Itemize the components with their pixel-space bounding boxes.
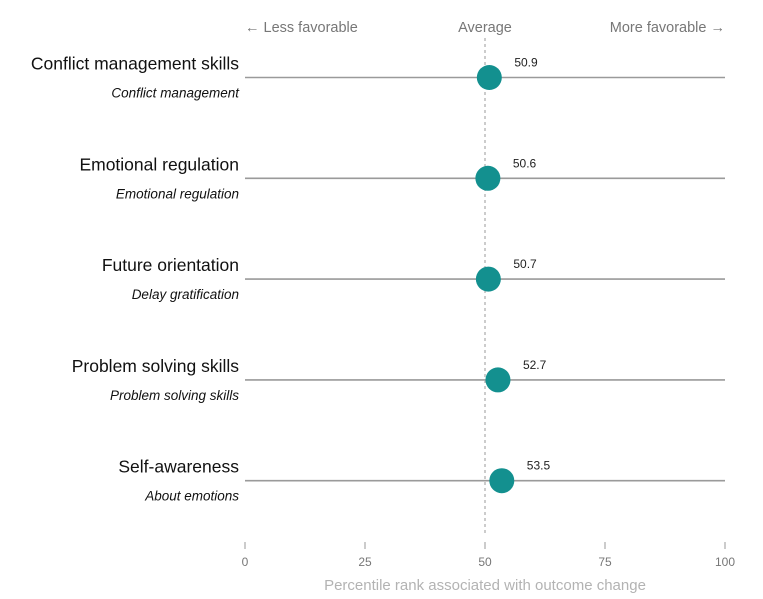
data-label: 50.7 xyxy=(513,257,537,271)
x-tick-label: 25 xyxy=(358,555,372,569)
category-label: Problem solving skills xyxy=(72,356,240,376)
subcategory-label: Delay gratification xyxy=(132,287,239,302)
category-label: Emotional regulation xyxy=(79,154,239,174)
chart-header: ← Less favorable Average More favorable … xyxy=(245,20,725,36)
data-point xyxy=(476,65,502,90)
average-label: Average xyxy=(458,20,512,36)
subcategory-label: About emotions xyxy=(144,489,239,504)
data-point xyxy=(485,367,511,393)
data-label: 50.6 xyxy=(513,156,537,170)
data-point xyxy=(475,266,501,292)
x-tick-label: 0 xyxy=(242,555,249,569)
data-label: 52.7 xyxy=(523,358,547,372)
subcategory-label: Conflict management xyxy=(111,86,240,101)
data-label: 50.9 xyxy=(514,56,538,70)
x-tick-label: 75 xyxy=(598,555,612,569)
chart-rows: Conflict management skills Conflict manag… xyxy=(31,54,725,504)
data-label: 53.5 xyxy=(527,459,551,473)
x-tick-label: 50 xyxy=(478,555,492,569)
subcategory-label: Problem solving skills xyxy=(110,388,239,403)
x-axis-title: Percentile rank associated with outcome … xyxy=(324,577,646,594)
x-tick-label: 100 xyxy=(715,555,735,569)
x-axis: 0 25 50 75 100 xyxy=(242,542,735,569)
chart-markers: 50.9 50.6 50.7 52.7 53.5 xyxy=(475,56,550,494)
category-label: Self-awareness xyxy=(118,457,239,477)
data-point xyxy=(489,468,515,494)
category-label: Future orientation xyxy=(102,255,239,275)
less-favorable-label: ← Less favorable xyxy=(245,20,358,36)
more-favorable-label: More favorable → xyxy=(610,20,725,36)
data-point xyxy=(475,165,501,191)
subcategory-label: Emotional regulation xyxy=(116,186,239,201)
category-label: Conflict management skills xyxy=(31,54,239,74)
